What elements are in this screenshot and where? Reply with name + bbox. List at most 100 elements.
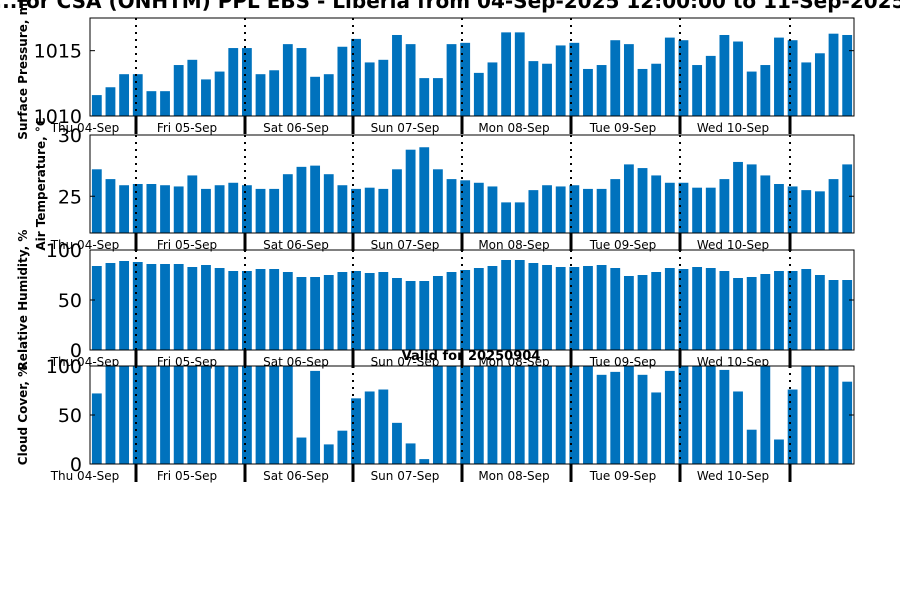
cloud-cover-bar: [119, 366, 130, 464]
temperature-bar: [214, 185, 225, 233]
cloud-cover-bar: [310, 370, 321, 464]
temperature-bar: [555, 186, 566, 233]
cloud-cover-bar: [419, 459, 430, 464]
temperature-bar: [310, 165, 321, 234]
cloud-cover-bar: [842, 381, 853, 464]
pressure-bar: [405, 44, 416, 116]
humidity-bar: [528, 263, 539, 350]
temperature-bar: [719, 179, 730, 233]
humidity-bar: [160, 264, 170, 350]
cloud-cover-bar: [651, 392, 662, 464]
humidity-bar: [378, 272, 389, 350]
cloud-cover-x-tick-label: Wed 10-Sep: [697, 469, 769, 483]
cloud-cover-bar: [528, 366, 539, 464]
cloud-cover-bar: [542, 366, 552, 464]
temperature-bar: [160, 185, 170, 233]
pressure-bar: [296, 48, 307, 116]
humidity-bar: [446, 272, 457, 350]
temperature-bar: [514, 202, 525, 234]
pressure-x-tick-label: Tue 09-Sep: [589, 121, 657, 135]
temperature-bar: [241, 185, 252, 233]
humidity-bar: [623, 276, 634, 350]
pressure-y-tick-label: 1010: [34, 106, 82, 128]
temperature-bar: [228, 182, 239, 233]
humidity-bar: [774, 271, 784, 350]
pressure-bar: [719, 34, 730, 116]
pressure-bar: [351, 38, 361, 116]
temperature-bar: [542, 185, 552, 233]
temperature-bar: [392, 169, 402, 233]
pressure-bar: [596, 65, 607, 116]
pressure-x-tick-label: Sat 06-Sep: [263, 121, 329, 135]
humidity-bar: [787, 271, 798, 350]
pressure-bar: [842, 34, 853, 116]
pressure-bar: [378, 59, 389, 116]
temperature-bar: [405, 149, 416, 233]
temperature-bar: [596, 188, 607, 233]
humidity-bar: [214, 268, 225, 350]
humidity-bar: [610, 268, 621, 350]
humidity-bar: [91, 266, 102, 350]
pressure-bar: [132, 74, 143, 116]
temperature-bar: [473, 182, 484, 233]
cloud-cover-bar: [255, 366, 266, 464]
humidity-bar: [432, 276, 443, 350]
humidity-y-axis-label: Relative Humidity, %: [16, 230, 30, 371]
pressure-bar: [146, 91, 157, 116]
humidity-x-tick-label: Tue 09-Sep: [589, 355, 657, 369]
panels: 1010 1015 Thu 04-Sep Fri 05-Sep Sat 06-Sep Su…: [16, 0, 855, 483]
temperature-bar: [255, 188, 266, 233]
temperature-y-tick-label: 30: [58, 125, 82, 147]
pressure-x-tick-label: Mon 08-Sep: [478, 121, 549, 135]
cloud-cover-bar: [692, 366, 703, 464]
temperature-bar: [146, 184, 157, 233]
pressure-bar: [528, 61, 539, 116]
temperature-bar: [337, 185, 348, 233]
pressure-bar: [583, 68, 593, 116]
humidity-bar: [119, 261, 130, 350]
pressure-bar: [269, 70, 280, 116]
temperature-y-axis-label: Air Temperature, °C: [34, 117, 48, 251]
temperature-bar: [774, 184, 784, 233]
pressure-bar: [214, 71, 225, 116]
humidity-bar: [664, 268, 675, 350]
pressure-x-tick-label: Fri 05-Sep: [157, 121, 217, 135]
humidity-bar: [228, 271, 239, 350]
temperature-bar: [487, 186, 498, 233]
cloud-cover-y-tick-label: 100: [46, 356, 82, 378]
valid-date-label: Valid for 20250904: [402, 349, 541, 364]
pressure-bar: [569, 42, 580, 116]
humidity-bar: [692, 267, 703, 350]
cloud-cover-bar: [774, 439, 784, 464]
cloud-cover-bar: [91, 393, 102, 464]
pressure-bar: [364, 62, 375, 116]
pressure-bar: [487, 62, 498, 116]
cloud-cover-bar: [364, 391, 375, 464]
pressure-bar: [814, 53, 825, 116]
humidity-bar: [705, 268, 716, 350]
cloud-cover-bar: [596, 374, 607, 464]
temperature-bar: [378, 188, 389, 233]
humidity-y-tick-label: 0: [70, 340, 82, 362]
cloud-cover-y-tick-label: 0: [70, 454, 82, 476]
temperature-x-tick-label: Wed 10-Sep: [697, 238, 769, 252]
pressure-bar: [310, 76, 321, 116]
humidity-bar: [801, 269, 812, 350]
humidity-bar: [105, 263, 116, 350]
pressure-bar: [282, 44, 293, 116]
humidity-bar: [364, 273, 375, 350]
cloud-cover-bar: [705, 366, 716, 464]
humidity-bar: [555, 267, 566, 350]
page-title: ...for CSA (ONHTM) PPL EBS - Liberia fro…: [0, 0, 900, 13]
cloud-cover-bar: [228, 366, 239, 464]
cloud-cover-bar: [733, 391, 743, 464]
pressure-bar: [555, 45, 566, 116]
humidity-bar: [392, 278, 402, 350]
pressure-bar: [446, 44, 457, 116]
temperature-bar: [664, 182, 675, 233]
pressure-x-tick-label: Sun 07-Sep: [371, 121, 440, 135]
cloud-cover-bar: [787, 389, 798, 464]
temperature-bar: [296, 166, 307, 233]
cloud-cover-bar: [105, 366, 116, 464]
